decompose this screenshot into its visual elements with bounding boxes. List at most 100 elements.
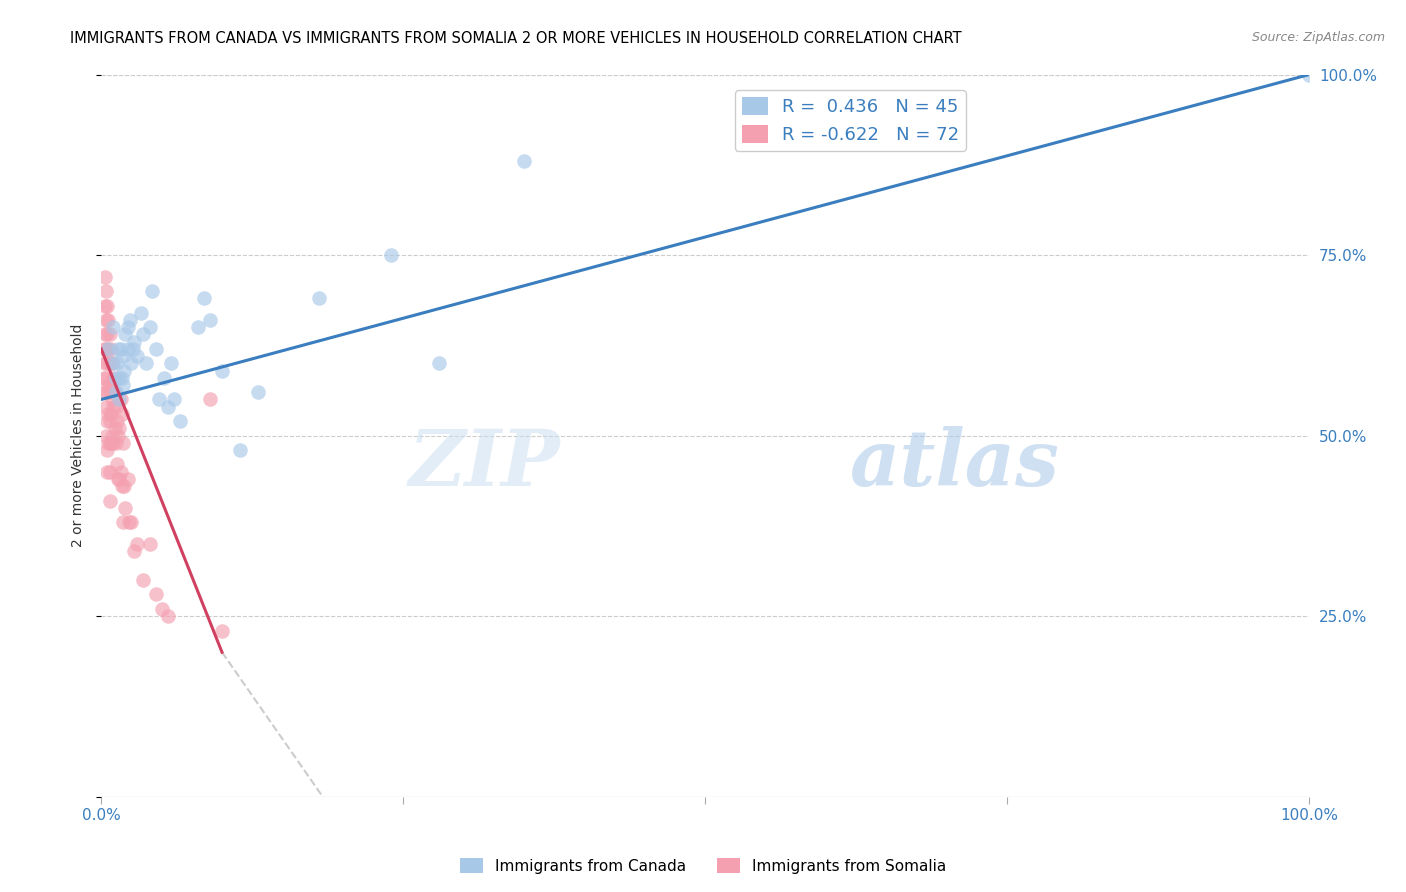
Point bbox=[97, 313, 120, 327]
Point bbox=[96, 465, 118, 479]
Point bbox=[160, 356, 183, 370]
Text: ZIP: ZIP bbox=[409, 426, 560, 503]
Point bbox=[94, 327, 117, 342]
Point bbox=[111, 378, 134, 392]
Point bbox=[153, 371, 176, 385]
Point bbox=[103, 435, 125, 450]
Point bbox=[117, 472, 139, 486]
Point bbox=[187, 320, 209, 334]
Point bbox=[156, 609, 179, 624]
Point bbox=[94, 299, 117, 313]
Point bbox=[121, 342, 143, 356]
Point bbox=[110, 465, 132, 479]
Point bbox=[211, 363, 233, 377]
Point bbox=[94, 385, 117, 400]
Point bbox=[96, 299, 118, 313]
Point bbox=[145, 342, 167, 356]
Point bbox=[97, 342, 120, 356]
Point bbox=[93, 342, 115, 356]
Point bbox=[135, 356, 157, 370]
Point bbox=[129, 306, 152, 320]
Point bbox=[107, 428, 129, 442]
Point bbox=[132, 573, 155, 587]
Point bbox=[96, 356, 118, 370]
Point bbox=[111, 371, 134, 385]
Point bbox=[110, 392, 132, 407]
Point bbox=[118, 515, 141, 529]
Point bbox=[110, 342, 132, 356]
Point bbox=[103, 421, 125, 435]
Point bbox=[107, 342, 129, 356]
Point bbox=[148, 392, 170, 407]
Point bbox=[513, 154, 536, 169]
Point bbox=[380, 248, 402, 262]
Point bbox=[111, 515, 134, 529]
Point bbox=[127, 349, 149, 363]
Point bbox=[108, 392, 131, 407]
Point bbox=[94, 269, 117, 284]
Point bbox=[107, 472, 129, 486]
Point bbox=[198, 313, 221, 327]
Text: Source: ZipAtlas.com: Source: ZipAtlas.com bbox=[1251, 31, 1385, 45]
Point bbox=[211, 624, 233, 638]
Text: IMMIGRANTS FROM CANADA VS IMMIGRANTS FROM SOMALIA 2 OR MORE VEHICLES IN HOUSEHOL: IMMIGRANTS FROM CANADA VS IMMIGRANTS FRO… bbox=[70, 31, 962, 46]
Point bbox=[97, 342, 120, 356]
Point bbox=[101, 356, 124, 370]
Point bbox=[112, 479, 135, 493]
Point bbox=[98, 493, 121, 508]
Point bbox=[122, 334, 145, 349]
Point bbox=[117, 342, 139, 356]
Point bbox=[108, 421, 131, 435]
Y-axis label: 2 or more Vehicles in Household: 2 or more Vehicles in Household bbox=[72, 324, 86, 548]
Point bbox=[105, 356, 128, 370]
Text: atlas: atlas bbox=[851, 426, 1060, 503]
Point bbox=[138, 537, 160, 551]
Point bbox=[145, 587, 167, 601]
Point bbox=[138, 320, 160, 334]
Point bbox=[108, 371, 131, 385]
Point bbox=[127, 537, 149, 551]
Point bbox=[111, 479, 134, 493]
Point bbox=[100, 407, 122, 421]
Point bbox=[94, 313, 117, 327]
Point bbox=[97, 407, 120, 421]
Point bbox=[122, 544, 145, 558]
Point bbox=[94, 428, 117, 442]
Point bbox=[114, 500, 136, 515]
Point bbox=[169, 414, 191, 428]
Point bbox=[103, 400, 125, 414]
Point bbox=[247, 385, 270, 400]
Point bbox=[198, 392, 221, 407]
Point bbox=[101, 392, 124, 407]
Point bbox=[96, 385, 118, 400]
Legend: Immigrants from Canada, Immigrants from Somalia: Immigrants from Canada, Immigrants from … bbox=[454, 852, 952, 880]
Point bbox=[97, 378, 120, 392]
Point bbox=[100, 435, 122, 450]
Point bbox=[111, 349, 134, 363]
Point bbox=[429, 356, 451, 370]
Point bbox=[94, 371, 117, 385]
Point bbox=[104, 371, 127, 385]
Point bbox=[150, 602, 173, 616]
Point bbox=[120, 515, 142, 529]
Point bbox=[96, 327, 118, 342]
Point bbox=[111, 435, 134, 450]
Point bbox=[93, 371, 115, 385]
Point bbox=[163, 392, 186, 407]
Point bbox=[103, 371, 125, 385]
Point bbox=[308, 292, 330, 306]
Point bbox=[117, 320, 139, 334]
Point bbox=[94, 400, 117, 414]
Point bbox=[229, 443, 252, 458]
Legend: R =  0.436   N = 45, R = -0.622   N = 72: R = 0.436 N = 45, R = -0.622 N = 72 bbox=[735, 90, 966, 151]
Point bbox=[96, 443, 118, 458]
Point bbox=[100, 342, 122, 356]
Point bbox=[105, 458, 128, 472]
Point bbox=[98, 414, 121, 428]
Point bbox=[101, 428, 124, 442]
Point bbox=[1298, 68, 1320, 82]
Point bbox=[97, 435, 120, 450]
Point bbox=[193, 292, 215, 306]
Point bbox=[98, 327, 121, 342]
Point bbox=[104, 385, 127, 400]
